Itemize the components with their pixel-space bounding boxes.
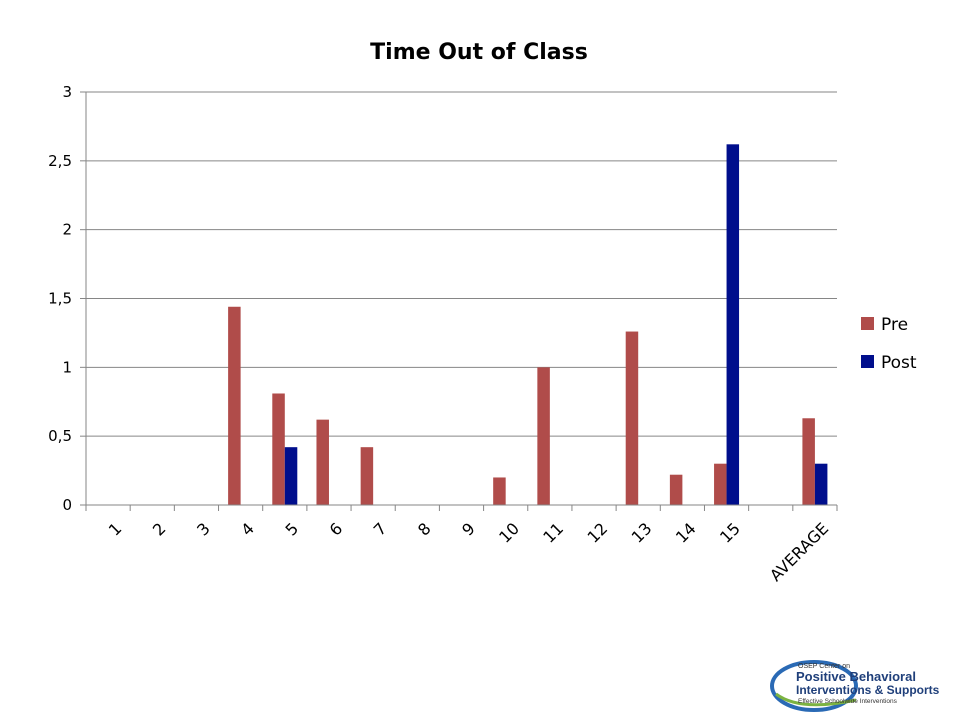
bar-pre-4 <box>228 306 241 505</box>
bar-pre-11 <box>537 367 550 505</box>
bar-pre-7 <box>360 447 374 505</box>
x-tick-label: 5 <box>281 519 302 540</box>
bar-pre-10 <box>493 477 506 505</box>
bar-pre-13 <box>625 331 639 505</box>
x-tick-label: 2 <box>149 519 170 540</box>
logo-line-2: Positive Behavioral <box>796 669 916 684</box>
y-tick-label: 2 <box>62 221 72 239</box>
x-tick-label: 3 <box>193 519 214 540</box>
bar-post-15 <box>726 144 740 505</box>
x-tick-label: 4 <box>237 519 258 540</box>
x-tick-label: AVERAGE <box>766 519 832 585</box>
x-tick-label: 13 <box>628 519 656 547</box>
x-tick-label: 6 <box>326 519 347 540</box>
axes <box>85 92 838 511</box>
y-tick-label: 3 <box>62 83 72 101</box>
bar-post-5 <box>284 447 298 505</box>
x-tick-label: 15 <box>716 519 744 547</box>
x-tick-label: 14 <box>672 519 700 547</box>
x-tick-labels: 1 2 3 4 5 6 7 8 9 10 11 12 13 14 15 AVERAGE <box>105 519 832 585</box>
legend: Pre Post <box>861 315 917 373</box>
chart-title: Time Out of Class <box>370 40 588 65</box>
x-tick-label: 8 <box>414 519 435 540</box>
bars <box>228 144 828 505</box>
bar-pre-15 <box>714 463 727 505</box>
bar-pre-6 <box>316 419 329 505</box>
bar-pre-14 <box>669 474 683 505</box>
x-tick-label: 11 <box>539 519 567 547</box>
x-tick-label: 1 <box>105 519 126 540</box>
bar-post-AVERAGE <box>814 463 828 505</box>
y-tick-label: 1 <box>62 358 72 376</box>
bar-pre-5 <box>272 393 285 505</box>
y-tick-label: 2,5 <box>48 152 72 170</box>
legend-swatch-post <box>861 355 874 368</box>
x-tick-label: 9 <box>458 519 479 540</box>
y-tick-label: 0,5 <box>48 427 72 445</box>
x-tick-label: 10 <box>495 519 523 547</box>
logo-line-4: Effective Schoolwide Interventions <box>798 698 898 705</box>
legend-label-post: Post <box>881 353 917 373</box>
legend-label-pre: Pre <box>881 315 908 335</box>
logo-line-3: Interventions & Supports <box>796 683 940 697</box>
logo-line-1: OSEP Center on <box>798 663 850 670</box>
pbis-logo: OSEP Center on Positive Behavioral Inter… <box>770 660 940 712</box>
legend-swatch-pre <box>861 317 874 330</box>
y-tick-label: 0 <box>62 496 72 514</box>
y-tick-label: 1,5 <box>48 290 72 308</box>
bar-pre-AVERAGE <box>802 418 815 505</box>
x-tick-label: 7 <box>370 519 391 540</box>
y-tick-labels: 0 0,5 1 1,5 2 2,5 3 <box>48 83 72 514</box>
gridlines <box>80 91 837 506</box>
x-tick-label: 12 <box>584 519 612 547</box>
